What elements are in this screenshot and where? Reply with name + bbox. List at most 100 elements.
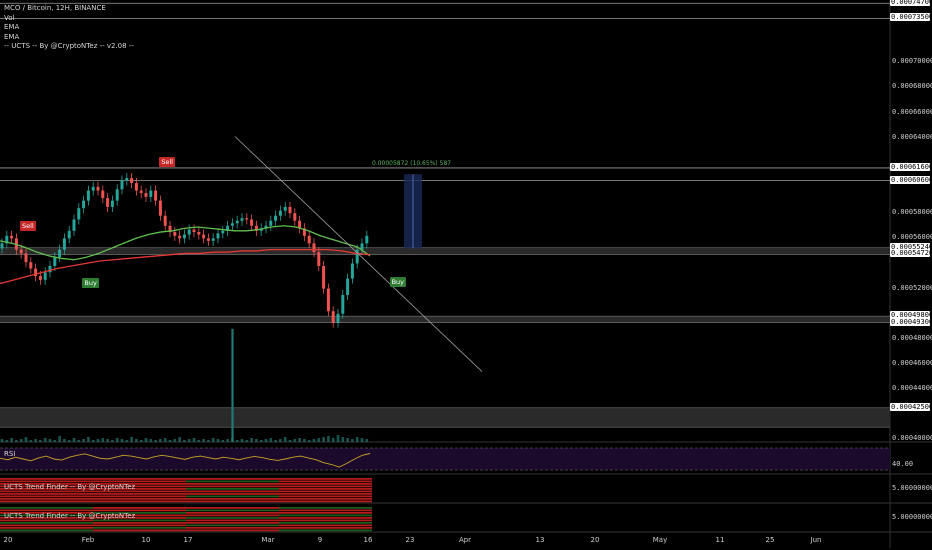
candle-body [264, 225, 268, 229]
trend-finder-2-bar [186, 527, 279, 529]
trend-finder-2-bar [279, 519, 372, 522]
symbol-header[interactable]: MCO / Bitcoin, 12H, BINANCE [4, 4, 106, 12]
candle-body [86, 190, 90, 201]
candle-body [106, 198, 110, 207]
trend-finder-1-bar [279, 498, 372, 500]
price-tick-label: 0.00061600 [890, 162, 932, 171]
ema-slow-line [0, 249, 371, 285]
price-tick-label: 0.00073500 [890, 13, 932, 22]
trend-finder-1-bar [0, 500, 93, 503]
candle-body [283, 206, 287, 211]
trend-finder-2-bar [0, 519, 93, 522]
candle-body [269, 220, 273, 226]
volume-bar [259, 440, 263, 442]
rsi-axis-label: 40.00 [892, 460, 914, 468]
price-tick-label: 0.00049300 [890, 317, 932, 326]
time-tick-label: 17 [183, 536, 193, 544]
trend-finder-1-bar [0, 498, 93, 500]
volume-spike-bar [231, 328, 234, 442]
volume-bar [331, 438, 335, 442]
price-tick-label: 0.00058000 [892, 208, 932, 217]
candle-body [38, 276, 42, 280]
candle-body [350, 263, 354, 279]
trend-finder-1-bar [186, 478, 279, 480]
volume-bar [163, 438, 167, 442]
price-tick-label: 0.00046000 [892, 359, 932, 368]
trend-finder-2-bar [186, 509, 279, 512]
candle-body [91, 186, 95, 191]
time-tick-label: May [652, 536, 668, 544]
measure-label: 0.00005872 (10.65%) 587 [372, 160, 452, 167]
time-tick-label: 23 [405, 536, 415, 544]
time-tick-label: 20 [3, 536, 13, 544]
indicator-ema-label[interactable]: EMA [4, 23, 20, 31]
candle-body [288, 206, 292, 214]
support-zone [0, 316, 890, 323]
indicator-ema-label[interactable]: EMA [4, 32, 20, 41]
volume-bar [159, 439, 162, 442]
candle-body [250, 219, 254, 226]
buy-signal-badge: Buy [389, 276, 407, 287]
trend-finder-1-bar [0, 483, 93, 485]
volume-bar [82, 439, 85, 442]
trend-finder-1-bar [279, 483, 372, 485]
candle-body [302, 228, 306, 236]
volume-bar [120, 439, 124, 442]
trend-finder-2-bar [93, 509, 186, 512]
volume-bar [240, 439, 244, 442]
trend-finder-1-axis-label: 5.00000000 [892, 484, 932, 492]
volume-bar [235, 440, 239, 442]
trend-finder-1-bar [279, 493, 372, 495]
candle-body [312, 243, 316, 253]
candle-body [178, 235, 182, 239]
trend-finder-1-bar [279, 490, 372, 493]
candle-body [168, 225, 172, 233]
time-tick-label: 16 [363, 536, 373, 544]
volume-bar [355, 437, 359, 442]
volume-bar [63, 439, 66, 442]
volume-bar [274, 440, 277, 442]
price-tick-label: 0.00060600 [890, 175, 932, 184]
time-tick-label: 11 [715, 536, 725, 544]
volume-bar [279, 439, 282, 442]
trend-finder-1-bar [93, 500, 186, 503]
volume-bar [125, 440, 129, 442]
candle-body [346, 278, 350, 295]
indicator-ucts-label[interactable]: -- UCTS -- By @CryptoNTez -- v2.08 -- [4, 42, 134, 50]
trend-finder-2-bar [186, 529, 279, 532]
candle-body [139, 190, 143, 194]
price-tick-label: 0.00048000 [892, 333, 932, 342]
candle-body [230, 223, 234, 226]
trend-finder-2-bar [0, 529, 93, 532]
volume-bar [39, 440, 42, 442]
candle-body [187, 229, 191, 235]
support-zone [0, 408, 890, 427]
volume-bar [269, 438, 273, 442]
volume-bar [96, 439, 100, 442]
trend-finder-1-bar [93, 480, 186, 483]
candle-body [274, 215, 278, 221]
volume-bar [154, 440, 157, 442]
support-zone [0, 247, 890, 255]
indicator-vol-label[interactable]: Vol [4, 13, 15, 22]
candle-body [173, 232, 177, 236]
candle-body [221, 230, 225, 234]
volume-bar [10, 438, 13, 442]
trend-finder-2-title[interactable]: UCTS Trend Finder -- By @CryptoNTez [4, 512, 136, 520]
trend-finder-1-bar [93, 485, 186, 488]
candle-body [192, 229, 196, 233]
volume-bar [24, 437, 28, 442]
candle-body [144, 193, 148, 197]
volume-bar [168, 440, 172, 442]
trend-finder-2-bar [279, 527, 372, 529]
volume-bar [298, 438, 301, 442]
candle-body [96, 186, 100, 191]
price-tick-label: 0.00055240 [890, 242, 932, 251]
volume-bar [34, 439, 37, 442]
trend-finder-2-bar [93, 514, 186, 517]
trend-finder-1-title[interactable]: UCTS Trend Finder -- By @CryptoNTez [4, 483, 136, 491]
candle-body [298, 220, 302, 229]
rsi-pane-title[interactable]: RSI [4, 450, 16, 458]
